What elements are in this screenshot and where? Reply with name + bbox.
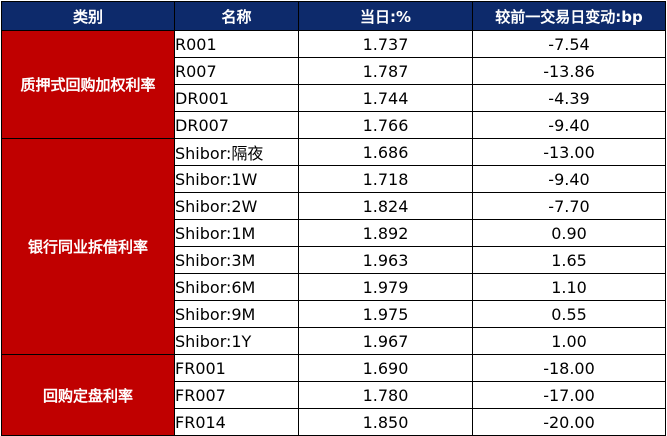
header-name: 名称 [174, 1, 299, 31]
rate-name: Shibor:1W [174, 165, 299, 193]
table-row: 质押式回购加权利率 R001 1.737 -7.54 [1, 30, 666, 139]
rate-change: -7.54 [472, 30, 666, 58]
table-row: 银行同业拆借利率 Shibor:隔夜 1.686 -13.00 [1, 138, 666, 355]
rate-today: 1.892 [298, 219, 473, 247]
rate-today: 1.975 [298, 300, 473, 328]
rate-change: 0.90 [472, 219, 666, 247]
rate-today: 1.963 [298, 246, 473, 274]
table-row: DR007 1.766 -9.40 [2, 111, 666, 139]
rate-name: R001 [174, 30, 299, 58]
rate-change: -4.39 [472, 84, 666, 112]
table-row: Shibor:1Y 1.967 1.00 [2, 327, 666, 355]
table-row: FR007 1.780 -17.00 [2, 381, 666, 409]
rate-name: Shibor:2W [174, 192, 299, 220]
rate-today: 1.718 [298, 165, 473, 193]
rate-change: -20.00 [472, 408, 666, 436]
table-row: Shibor:2W 1.824 -7.70 [2, 192, 666, 220]
header-change: 较前一交易日变动:bp [472, 1, 666, 31]
rate-name: Shibor:9M [174, 300, 299, 328]
header-today: 当日:% [298, 1, 473, 31]
table-row: R007 1.787 -13.86 [2, 57, 666, 85]
rate-change: -18.00 [472, 354, 666, 382]
rate-name: FR001 [174, 354, 299, 382]
table-row: DR001 1.744 -4.39 [2, 84, 666, 112]
rate-name: R007 [174, 57, 299, 85]
table-row: Shibor:1W 1.718 -9.40 [2, 165, 666, 193]
category-interbank-lending: 银行同业拆借利率 [1, 138, 175, 355]
table-row: Shibor:6M 1.979 1.10 [2, 273, 666, 301]
rate-today: 1.737 [298, 30, 473, 58]
rate-change: 1.65 [472, 246, 666, 274]
rate-name: FR014 [174, 408, 299, 436]
rate-change: 1.10 [472, 273, 666, 301]
rate-change: -7.70 [472, 192, 666, 220]
rate-change: -9.40 [472, 111, 666, 139]
rate-name: Shibor:6M [174, 273, 299, 301]
rate-name: Shibor:3M [174, 246, 299, 274]
table-row: 回购定盘利率 FR001 1.690 -18.00 [1, 354, 666, 436]
rate-name: FR007 [174, 381, 299, 409]
rate-today: 1.787 [298, 57, 473, 85]
rate-name: Shibor:隔夜 [174, 138, 299, 166]
rate-today: 1.979 [298, 273, 473, 301]
rate-today: 1.780 [298, 381, 473, 409]
rate-change: 1.00 [472, 327, 666, 355]
rate-today: 1.744 [298, 84, 473, 112]
category-pledged-repo: 质押式回购加权利率 [1, 30, 175, 139]
rate-today: 1.690 [298, 354, 473, 382]
table-row: Shibor:9M 1.975 0.55 [2, 300, 666, 328]
rate-name: DR001 [174, 84, 299, 112]
table-row: Shibor:3M 1.963 1.65 [2, 246, 666, 274]
rate-name: Shibor:1M [174, 219, 299, 247]
rate-today: 1.766 [298, 111, 473, 139]
rate-change: -13.86 [472, 57, 666, 85]
rate-change: -13.00 [472, 138, 666, 166]
rate-change: -9.40 [472, 165, 666, 193]
rate-today: 1.686 [298, 138, 473, 166]
rate-name: Shibor:1Y [174, 327, 299, 355]
rate-today: 1.824 [298, 192, 473, 220]
rate-change: 0.55 [472, 300, 666, 328]
rate-today: 1.850 [298, 408, 473, 436]
rate-change: -17.00 [472, 381, 666, 409]
table-row: Shibor:1M 1.892 0.90 [2, 219, 666, 247]
category-repo-fixing: 回购定盘利率 [1, 354, 175, 436]
table-header-row: 类别 名称 当日:% 较前一交易日变动:bp [1, 1, 666, 31]
header-category: 类别 [1, 1, 175, 31]
rate-today: 1.967 [298, 327, 473, 355]
rate-name: DR007 [174, 111, 299, 139]
